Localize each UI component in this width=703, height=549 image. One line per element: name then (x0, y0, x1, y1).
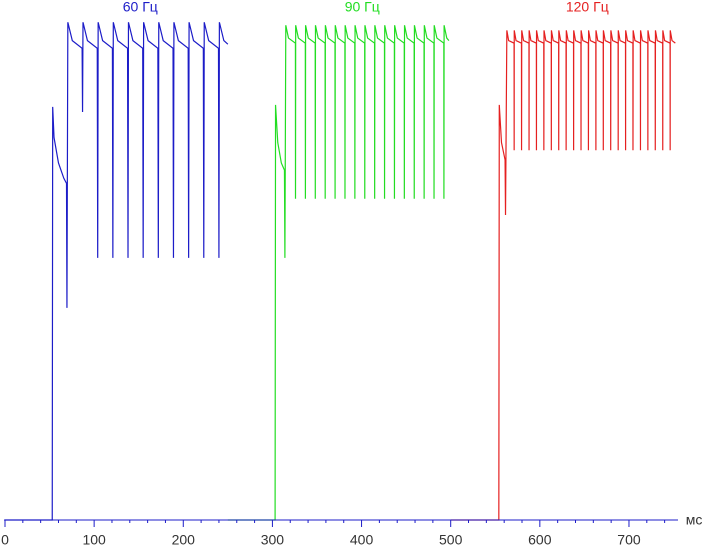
series-label: 90 Гц (345, 0, 380, 15)
x-tick-label: 700 (617, 532, 641, 548)
series-line (5, 22, 229, 521)
series-label: 120 Гц (566, 0, 609, 15)
x-tick-label: 500 (439, 532, 463, 548)
x-tick-label: 0 (1, 532, 9, 548)
x-tick-label: 400 (350, 532, 374, 548)
x-tick-label: 200 (172, 532, 196, 548)
x-tick-label: 300 (261, 532, 285, 548)
x-tick-label: 600 (528, 532, 552, 548)
x-axis-label: мс (686, 512, 703, 528)
series-label: 60 Гц (123, 0, 158, 15)
series-line (450, 30, 676, 521)
x-tick-label: 100 (82, 532, 106, 548)
series-line (227, 25, 450, 521)
